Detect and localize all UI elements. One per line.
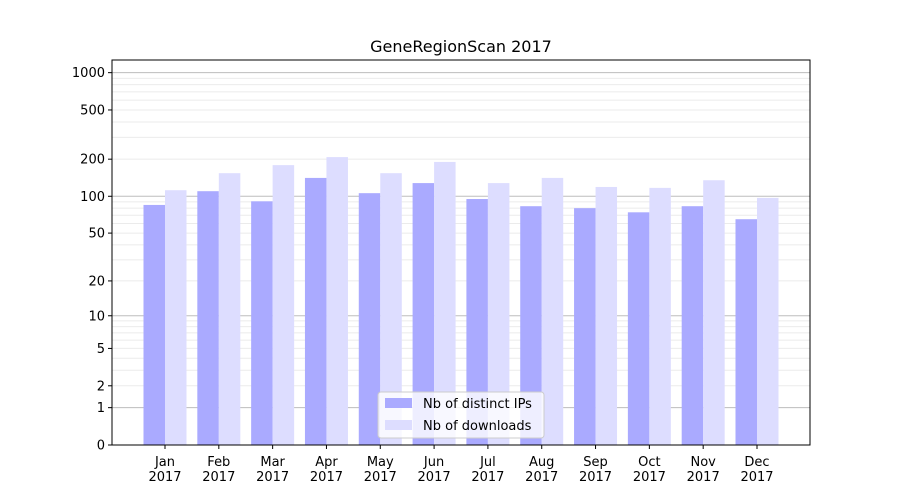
bar-ips [358, 193, 381, 445]
bar-ips [520, 206, 542, 445]
y-tick-label: 2 [97, 379, 105, 394]
x-tick-label: Oct 2017 [633, 455, 666, 485]
bar-ips [574, 208, 596, 445]
bar-ips [143, 204, 165, 445]
x-tick-label: Jan 2017 [148, 455, 181, 485]
bar-downloads [165, 190, 187, 445]
bar-ips [735, 219, 757, 445]
x-axis: Jan 2017 Feb 2017 Mar 2017 Apr 2017 May 2017 Jun 20… [148, 445, 774, 485]
y-tick-label: 1 [97, 401, 105, 416]
y-tick-label: 0 [97, 439, 105, 454]
x-tick-label: Feb 2017 [202, 455, 235, 485]
chart-title: GeneRegionScan 2017 [370, 37, 552, 56]
x-tick-label: Sep 2017 [579, 455, 612, 485]
bar-downloads [218, 173, 241, 445]
legend-swatch-downloads [385, 420, 412, 430]
bar-downloads [272, 165, 295, 445]
bar-downloads [757, 197, 779, 445]
y-axis: 0 1 2 5 10 20 50 100 200 500 1000 [72, 66, 112, 454]
bar-downloads [649, 187, 671, 446]
y-tick-label: 100 [80, 190, 105, 205]
bar-downloads [326, 157, 348, 445]
y-tick-label: 500 [80, 103, 105, 118]
legend-label-downloads: Nb of downloads [423, 419, 532, 434]
x-tick-label: Aug 2017 [525, 455, 558, 485]
x-tick-label: Nov 2017 [687, 455, 720, 485]
y-tick-label: 10 [88, 309, 105, 324]
bar-downloads [434, 161, 456, 445]
bar-downloads [541, 177, 564, 445]
x-tick-label: Jul 2017 [471, 455, 504, 485]
x-tick-label: Jun 2017 [418, 455, 451, 485]
legend: Nb of distinct IPs Nb of downloads [377, 391, 545, 439]
legend-swatch-ips [385, 398, 412, 408]
legend-box [377, 391, 545, 439]
y-tick-label: 5 [97, 342, 105, 357]
bar-downloads [487, 183, 510, 446]
y-tick-label: 200 [80, 153, 105, 168]
bar-ips [412, 183, 435, 446]
x-tick-label: May 2017 [364, 455, 397, 485]
bar-ips [304, 177, 327, 445]
bar-downloads [380, 173, 402, 445]
bar-ips [197, 191, 219, 445]
y-tick-label: 20 [88, 274, 105, 289]
x-tick-label: Apr 2017 [310, 455, 343, 485]
y-tick-label: 1000 [72, 66, 105, 81]
legend-label-ips: Nb of distinct IPs [423, 397, 532, 412]
y-tick-label: 50 [88, 227, 105, 242]
x-tick-label: Mar 2017 [256, 455, 289, 485]
axes-frame [111, 59, 811, 446]
x-tick-label: Dec 2017 [740, 455, 773, 485]
bar-downloads [595, 186, 618, 445]
bar-ips [681, 206, 704, 445]
bar-ips [627, 212, 650, 445]
bar-ips [251, 201, 273, 445]
bar-ips [466, 199, 488, 445]
bars [143, 157, 779, 446]
bar-downloads [703, 180, 725, 445]
